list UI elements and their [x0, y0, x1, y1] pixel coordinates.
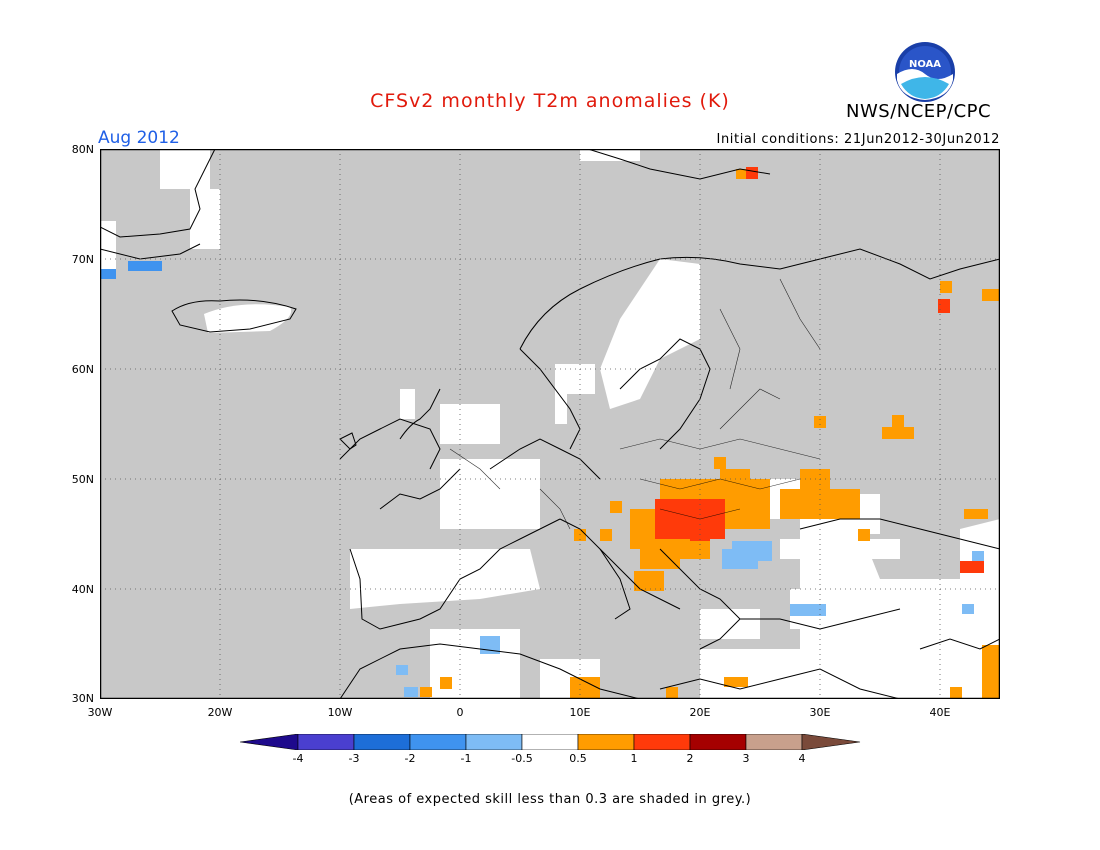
colorbar-label: 0.5: [569, 752, 587, 765]
initial-conditions: Initial conditions: 21Jun2012-30Jun2012: [716, 132, 1000, 147]
colorbar-label: -3: [348, 752, 360, 765]
colorbar-label: 4: [798, 752, 806, 765]
colorbar-right-arrow: [801, 733, 861, 751]
agency-label: NWS/NCEP/CPC: [846, 101, 992, 122]
map-frame: [99, 148, 1001, 700]
colorbar-label: -0.5: [511, 752, 533, 765]
colorbar-label: -4: [292, 752, 304, 765]
colorbar-label: -1: [460, 752, 472, 765]
lon-label-30e: 30E: [809, 706, 831, 719]
graticule: [100, 149, 1000, 699]
noaa-logo: NOAA: [893, 40, 957, 104]
logo-text: NOAA: [909, 59, 941, 70]
lat-label-40n: 40N: [71, 583, 94, 596]
colorbar-swatch: [577, 733, 635, 751]
lon-label-10e: 10E: [569, 706, 591, 719]
lat-label-30n: 30N: [71, 692, 94, 705]
colorbar-label: 1: [630, 752, 638, 765]
lon-label-0: 0: [456, 706, 464, 719]
white-regions: [100, 149, 1000, 699]
lon-label-30w: 30W: [87, 706, 113, 719]
lat-label-70n: 70N: [71, 253, 94, 266]
lon-label-40e: 40E: [929, 706, 951, 719]
lon-label-20w: 20W: [207, 706, 233, 719]
colorbar-swatch: [465, 733, 523, 751]
colorbar-left-arrow: [239, 733, 299, 751]
skill-footnote: (Areas of expected skill less than 0.3 a…: [348, 792, 752, 807]
colorbar-svg: [239, 733, 861, 751]
anomaly-map: [99, 148, 1001, 700]
colorbar-swatch: [353, 733, 411, 751]
lat-label-50n: 50N: [71, 473, 94, 486]
colorbar-swatch: [745, 733, 803, 751]
colorbar-swatch: [633, 733, 691, 751]
map-title: CFSv2 monthly T2m anomalies (K): [370, 90, 730, 112]
lat-label-80n: 80N: [71, 143, 94, 156]
colorbar-swatch: [521, 733, 579, 751]
colorbar-label: -2: [404, 752, 416, 765]
valid-month: Aug 2012: [98, 128, 180, 148]
colorbar: [239, 733, 862, 751]
colorbar-swatch: [689, 733, 747, 751]
colorbar-swatch: [297, 733, 355, 751]
colorbar-label: 2: [686, 752, 694, 765]
colorbar-swatch: [409, 733, 467, 751]
map-svg: [99, 148, 1001, 700]
lat-label-60n: 60N: [71, 363, 94, 376]
colorbar-label: 3: [742, 752, 750, 765]
lon-label-10w: 10W: [327, 706, 353, 719]
lon-label-20e: 20E: [689, 706, 711, 719]
